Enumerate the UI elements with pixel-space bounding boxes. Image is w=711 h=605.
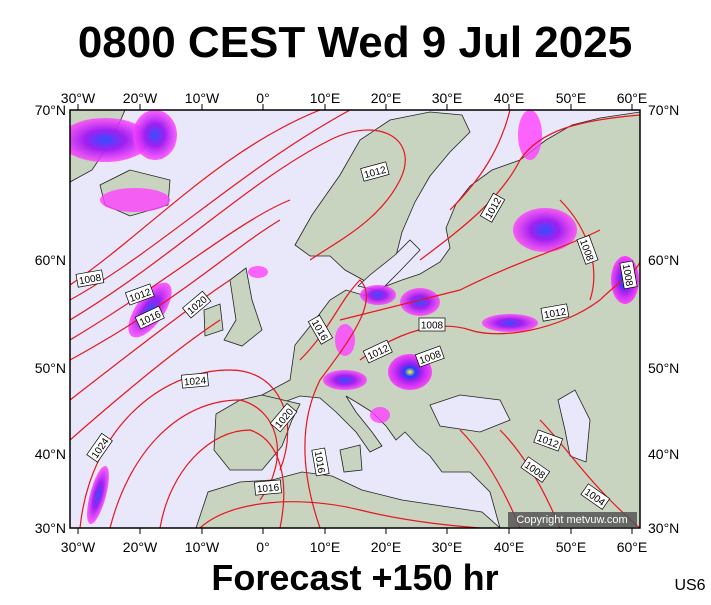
isobar-label-box: [134, 305, 165, 330]
isobar-label-box: [533, 429, 564, 452]
isobar-label: 1016: [254, 479, 282, 496]
lat-label-left: 70°N: [35, 102, 66, 118]
isobar-label-box: [254, 479, 282, 496]
lon-label-bottom: 10°E: [310, 539, 341, 555]
lon-label-top: 40°E: [494, 90, 525, 106]
model-code: US6: [674, 577, 705, 594]
isobar-label: 1008: [418, 317, 446, 332]
isobar-label-box: [307, 314, 334, 345]
lat-label-right: 70°N: [648, 102, 679, 118]
lat-label-left: 50°N: [35, 360, 66, 376]
lat-label-right: 30°N: [648, 520, 679, 536]
isobar-label: 1024: [181, 372, 209, 389]
isobar-label: 1012: [540, 303, 570, 322]
isobar-label-box: [360, 161, 390, 182]
isobar-label-box: [182, 290, 212, 319]
lon-label-top: 10°W: [185, 90, 220, 106]
isobar-label-text: 1008: [620, 263, 635, 287]
lon-label-top: 20°W: [123, 90, 158, 106]
isobar-label-text: 1016: [257, 483, 281, 496]
lon-label-top: 60°E: [617, 90, 648, 106]
isobar-label-box: [86, 432, 113, 463]
isobar-label-box: [269, 403, 298, 433]
isobar-label: 1008: [75, 269, 105, 288]
isobar-label: 1008: [619, 260, 638, 290]
isobar-label-text: 1012: [543, 307, 567, 322]
lon-label-bottom: 20°E: [371, 539, 402, 555]
isobar-label-box: [479, 192, 506, 223]
lon-label-bottom: 30°W: [61, 539, 96, 555]
axes: 30°W 30°W 20°W 20°W 10°W 10°W 0° 0° 10°E 10°E 20°E…: [35, 90, 680, 555]
inland-seas: [357, 239, 591, 463]
forecast-label: Forecast +150 hr: [211, 557, 498, 598]
isobar-label-box: [362, 339, 393, 364]
lon-label-bottom: 40°E: [494, 539, 525, 555]
isobar-label-box: [619, 260, 638, 290]
isobar-label-box: [418, 317, 446, 332]
lat-label-left: 40°N: [35, 446, 66, 462]
lon-label-top: 50°E: [556, 90, 587, 106]
lon-label-bottom: 0°: [256, 539, 269, 555]
isobar-label-box: [124, 283, 155, 306]
map-frame: [69, 109, 641, 529]
isobar-label-box: [75, 269, 105, 288]
lon-label-top: 10°E: [310, 90, 341, 106]
lat-label-right: 60°N: [648, 252, 679, 268]
isobar-label-box: [414, 345, 445, 368]
isobar-label-box: [311, 447, 330, 477]
lat-label-right: 40°N: [648, 446, 679, 462]
isobar-label-box: [580, 483, 611, 510]
lon-label-top: 30°W: [61, 90, 96, 106]
lon-label-bottom: 20°W: [123, 539, 158, 555]
lon-label-top: 20°E: [371, 90, 402, 106]
map-area: 1012101210081012101610201016101210081008…: [70, 110, 640, 528]
lon-label-bottom: 10°W: [185, 539, 220, 555]
isobar-label-text: 1008: [78, 273, 102, 288]
lon-label-bottom: 60°E: [617, 539, 648, 555]
isobar-label: 1012: [533, 429, 564, 452]
isobar-label-text: 1016: [312, 450, 327, 474]
isobar-label-text: 1008: [421, 321, 444, 332]
lon-label-top: 30°E: [432, 90, 463, 106]
isobar-label-box: [181, 372, 209, 389]
copyright: Copyright metvuw.com: [516, 514, 627, 526]
isobar-label-text: 1024: [184, 376, 208, 389]
isobar-label: 1016: [311, 447, 330, 477]
isobar-label-box: [520, 456, 551, 483]
lon-label-bottom: 30°E: [432, 539, 463, 555]
lat-label-right: 50°N: [648, 360, 679, 376]
lat-label-left: 30°N: [35, 520, 66, 536]
isobar-label-box: [540, 303, 570, 322]
copyright-box: [508, 512, 637, 527]
title: 0800 CEST Wed 9 Jul 2025: [78, 18, 632, 67]
lat-label-left: 60°N: [35, 252, 66, 268]
lon-label-top: 0°: [256, 90, 269, 106]
lon-label-bottom: 50°E: [556, 539, 587, 555]
isobar-label-box: [576, 234, 599, 265]
isobars: [70, 110, 640, 528]
